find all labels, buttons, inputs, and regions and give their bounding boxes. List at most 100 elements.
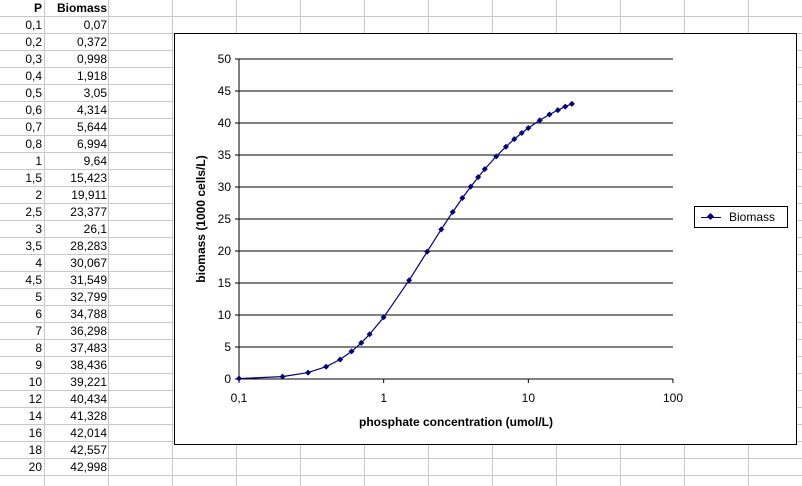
cell-p[interactable]: 1 <box>35 154 42 168</box>
cell-p[interactable]: 4 <box>35 256 42 270</box>
cell-biomass[interactable]: 42,557 <box>70 443 107 457</box>
data-point <box>366 331 373 338</box>
data-point <box>406 277 413 284</box>
cell-biomass[interactable]: 42,014 <box>70 426 107 440</box>
cell-p[interactable]: 0,5 <box>25 86 42 100</box>
data-point <box>279 373 286 380</box>
header-cell-biomass[interactable]: Biomass <box>56 1 107 15</box>
data-point <box>459 194 466 201</box>
data-point <box>518 130 525 137</box>
cell-biomass[interactable]: 38,436 <box>70 358 107 372</box>
data-point <box>562 103 569 110</box>
data-point <box>305 369 312 376</box>
cell-p[interactable]: 16 <box>28 426 42 440</box>
cell-biomass[interactable]: 40,434 <box>70 392 107 406</box>
cell-biomass[interactable]: 19,911 <box>71 188 107 202</box>
cell-biomass[interactable]: 6,994 <box>76 137 107 151</box>
cell-biomass[interactable]: 30,067 <box>70 256 107 270</box>
header-cell-p[interactable]: P <box>33 1 42 15</box>
cell-biomass[interactable]: 39,221 <box>70 375 107 389</box>
y-tick-label: 50 <box>218 52 232 66</box>
cell-p[interactable]: 4,5 <box>25 273 42 287</box>
cell-biomass[interactable]: 36,298 <box>70 324 107 338</box>
y-axis-title: biomass (1000 cells/L) <box>194 155 208 282</box>
cell-p[interactable]: 0,2 <box>25 35 42 49</box>
x-tick-label: 100 <box>663 391 683 405</box>
cell-p[interactable]: 0,8 <box>25 137 42 151</box>
cell-p[interactable]: 0,6 <box>25 103 42 117</box>
cell-biomass[interactable]: 42,998 <box>70 460 107 474</box>
data-point <box>358 339 365 346</box>
data-point <box>467 183 474 190</box>
cell-p[interactable]: 10 <box>28 375 42 389</box>
cell-p[interactable]: 0,4 <box>25 69 42 83</box>
cell-p[interactable]: 2,5 <box>25 205 42 219</box>
x-tick-label: 1 <box>380 391 387 405</box>
cell-p[interactable]: 0,7 <box>25 120 42 134</box>
cell-p[interactable]: 9 <box>35 358 42 372</box>
cell-p[interactable]: 3 <box>35 222 42 236</box>
cell-p[interactable]: 2 <box>35 188 42 202</box>
cell-p[interactable]: 0,1 <box>25 18 42 32</box>
data-point <box>380 314 387 321</box>
data-point <box>236 375 242 382</box>
y-tick-label: 40 <box>218 116 232 130</box>
data-point <box>536 117 543 124</box>
cell-biomass[interactable]: 23,377 <box>70 205 107 219</box>
cell-biomass[interactable]: 41,328 <box>70 409 107 423</box>
cell-p[interactable]: 3,5 <box>25 239 42 253</box>
data-point <box>337 356 344 363</box>
cell-p[interactable]: 5 <box>35 290 42 304</box>
cell-biomass[interactable]: 0,07 <box>83 18 107 32</box>
cell-biomass[interactable]: 31,549 <box>70 273 107 287</box>
data-point <box>568 100 575 107</box>
cell-p[interactable]: 20 <box>28 460 42 474</box>
x-tick-label: 0,1 <box>231 391 248 405</box>
cell-p[interactable]: 14 <box>28 409 42 423</box>
cell-biomass[interactable]: 26,1 <box>83 222 107 236</box>
data-point <box>511 136 518 143</box>
cell-p[interactable]: 0,3 <box>25 52 42 66</box>
series-line <box>238 103 573 380</box>
data-point <box>323 363 330 370</box>
cell-biomass[interactable]: 9,64 <box>83 154 107 168</box>
cell-biomass[interactable]: 37,483 <box>70 341 107 355</box>
y-tick-label: 10 <box>218 308 232 322</box>
cell-p[interactable]: 12 <box>28 392 42 406</box>
cell-biomass[interactable]: 15,423 <box>70 171 107 185</box>
cell-biomass[interactable]: 1,918 <box>76 69 107 83</box>
y-tick-label: 45 <box>218 84 232 98</box>
data-point <box>348 348 355 355</box>
data-point <box>525 124 532 131</box>
x-axis-title: phosphate concentration (umol/L) <box>359 415 553 429</box>
data-point <box>546 111 553 118</box>
x-tick-label: 10 <box>522 391 536 405</box>
cell-p[interactable]: 1,5 <box>25 171 42 185</box>
cell-biomass[interactable]: 0,998 <box>76 52 107 66</box>
y-tick-label: 30 <box>218 180 232 194</box>
cell-biomass[interactable]: 3,05 <box>83 86 107 100</box>
chart-area[interactable]: 0 5 10 15 20 25 30 35 40 45 50 0,1 1 10 100 phosphate c… <box>174 33 797 445</box>
legend-marker <box>706 212 715 221</box>
data-point <box>481 166 488 173</box>
cell-biomass[interactable]: 28,283 <box>70 239 107 253</box>
y-tick-label: 5 <box>224 340 231 354</box>
data-point <box>449 208 456 215</box>
cell-biomass[interactable]: 32,799 <box>70 290 107 304</box>
cell-biomass[interactable]: 5,644 <box>76 120 107 134</box>
cell-biomass[interactable]: 0,372 <box>76 35 107 49</box>
y-tick-label: 35 <box>218 148 232 162</box>
biomass-chart: 0 5 10 15 20 25 30 35 40 45 50 0,1 1 10 100 phosphate c… <box>194 52 683 429</box>
cell-p[interactable]: 8 <box>35 341 42 355</box>
cell-p[interactable]: 7 <box>35 324 42 338</box>
data-point <box>502 143 509 150</box>
y-tick-label: 0 <box>224 372 231 386</box>
chart-legend[interactable]: Biomass <box>694 206 788 228</box>
cell-p[interactable]: 6 <box>35 307 42 321</box>
y-tick-label: 25 <box>218 212 232 226</box>
data-point <box>424 248 431 255</box>
cell-p[interactable]: 18 <box>28 443 42 457</box>
legend-label: Biomass <box>729 210 776 224</box>
cell-biomass[interactable]: 34,788 <box>70 307 107 321</box>
cell-biomass[interactable]: 4,314 <box>76 103 107 117</box>
